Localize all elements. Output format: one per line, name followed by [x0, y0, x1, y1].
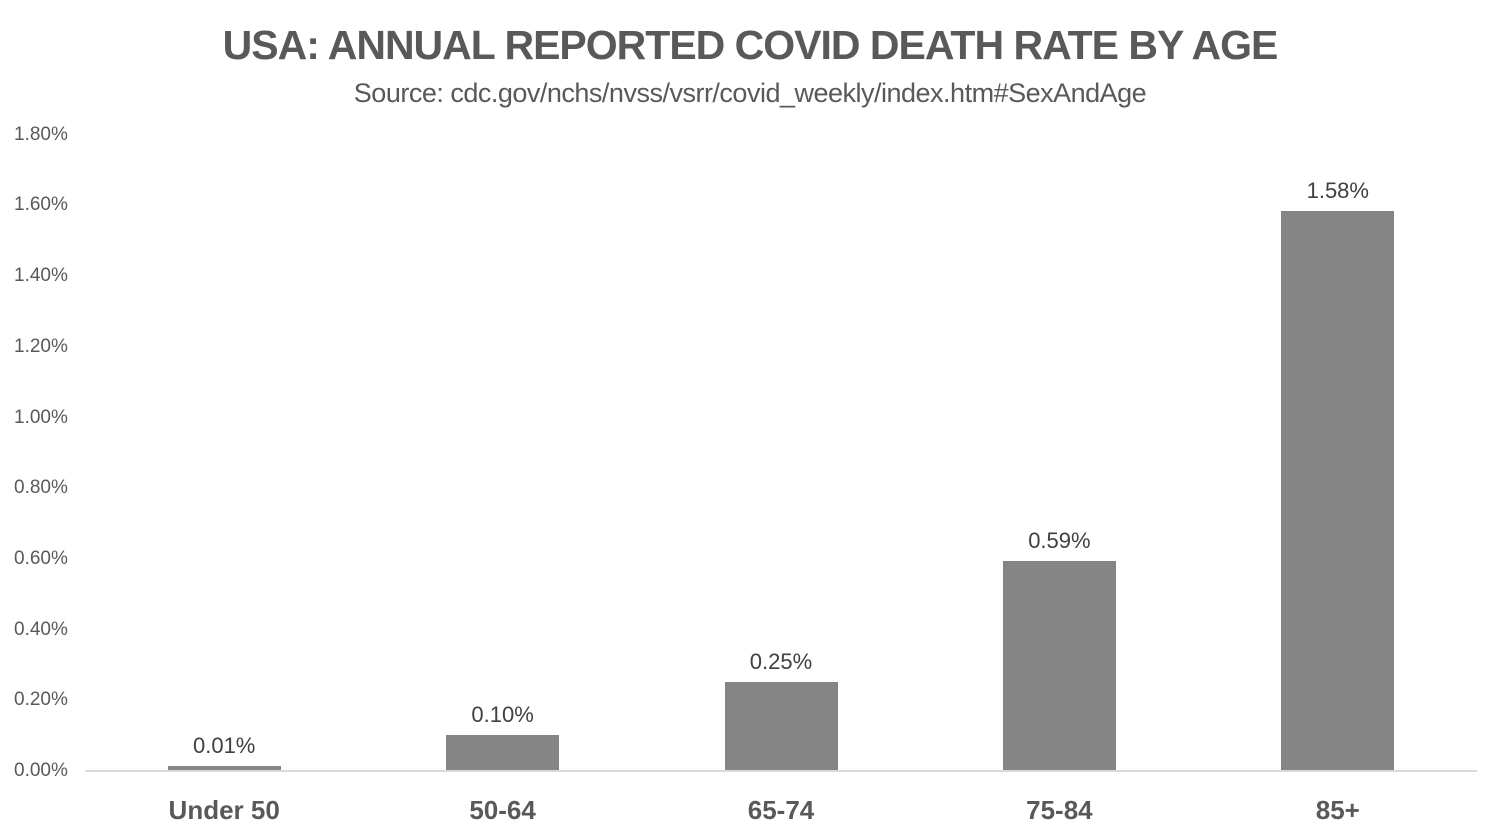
category-label-85plus: 85+	[1315, 795, 1360, 825]
bar-75-84	[1002, 561, 1116, 770]
bar-value-label-75-84: 0.59%	[1028, 528, 1091, 553]
y-tick-label: 0.80%	[14, 477, 68, 499]
bar-value-label-65-74: 0.25%	[749, 649, 813, 674]
x-axis-line	[85, 770, 1477, 772]
bar-value-label-85plus: 1.58%	[1306, 178, 1369, 203]
category-label-under-50: Under 50	[168, 795, 280, 825]
y-tick-label: 0.00%	[14, 760, 68, 781]
y-tick-label: 0.20%	[14, 689, 68, 711]
y-tick-label: 1.60%	[14, 194, 68, 216]
bar-50-64	[446, 735, 560, 770]
bar-value-label-50-64: 0.10%	[471, 702, 534, 727]
bar-value-label-under-50: 0.01%	[192, 733, 256, 758]
bar-85plus	[1281, 211, 1395, 770]
y-tick-label: 0.60%	[14, 547, 68, 569]
category-label-50-64: 50-64	[469, 795, 536, 825]
y-tick-label: 1.20%	[14, 335, 68, 357]
y-tick-label: 1.00%	[14, 406, 68, 428]
y-tick-label: 1.40%	[14, 265, 68, 287]
y-tick-label: 1.80%	[14, 123, 68, 145]
chart-source-subtitle: Source: cdc.gov/nchs/nvss/vsrr/covid_wee…	[353, 78, 1147, 108]
category-label-65-74: 65-74	[747, 795, 815, 825]
bar-65-74	[724, 682, 838, 770]
bar-under-50	[167, 766, 281, 770]
category-label-75-84: 75-84	[1026, 795, 1093, 825]
y-tick-label: 0.40%	[14, 618, 68, 640]
chart-title: USA: ANNUAL REPORTED COVID DEATH RATE BY…	[222, 22, 1279, 68]
